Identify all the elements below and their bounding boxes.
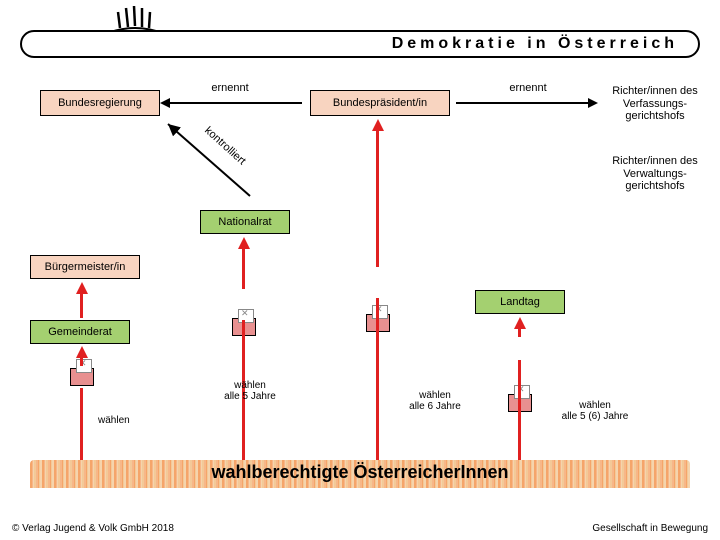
- arrowline-pg1: [80, 358, 83, 366]
- arrow-kontrolliert: [160, 116, 280, 206]
- footer-right: Gesellschaft in Bewegung: [592, 523, 708, 534]
- arrowline-pp1: [376, 131, 379, 267]
- label-waehlen5: wählen alle 5 Jahre: [205, 380, 295, 402]
- label-ernennt-right: ernennt: [498, 82, 558, 94]
- label-waehlen6: wählen alle 6 Jahre: [390, 390, 480, 412]
- arrow-ernennt-right-head: [588, 98, 598, 108]
- arrowhead-pl: [514, 317, 526, 329]
- label-ernennt-left: ernennt: [200, 82, 260, 94]
- arrowline-pn1: [242, 249, 245, 289]
- arrowline-pg2: [80, 388, 83, 460]
- arrowhead-gr-bm: [76, 282, 88, 294]
- text-vwgh: Richter/innen des Verwaltungs- gerichtsh…: [600, 155, 710, 193]
- arrowline-pp2: [376, 298, 379, 460]
- arrowhead-pn: [238, 237, 250, 249]
- node-buergermeister: Bürgermeister/in: [30, 255, 140, 279]
- arrowline-gr-bm: [80, 294, 83, 318]
- arrow-ernennt-right-line: [456, 102, 590, 104]
- label-waehlen56: wählen alle 5 (6) Jahre: [540, 400, 650, 422]
- title-bar: Demokratie in Österreich: [20, 30, 700, 58]
- node-nationalrat: Nationalrat: [200, 210, 290, 234]
- label-waehlen: wählen: [98, 415, 148, 426]
- footer-copyright: © Verlag Jugend & Volk GmbH 2018: [12, 523, 174, 534]
- page-title: Demokratie in Österreich: [392, 35, 678, 53]
- arrow-ernennt-left-head: [160, 98, 170, 108]
- arrowline-pl2: [518, 360, 521, 460]
- node-landtag: Landtag: [475, 290, 565, 314]
- node-bundespraesident: Bundespräsident/in: [310, 90, 450, 116]
- arrowhead-pp: [372, 119, 384, 131]
- text-vfgh: Richter/innen des Verfassungs- gerichtsh…: [600, 85, 710, 123]
- arrowline-pl1: [518, 329, 521, 337]
- arrowhead-pg: [76, 346, 88, 358]
- ballot-icon-1: [70, 368, 94, 386]
- node-gemeinderat: Gemeinderat: [30, 320, 130, 344]
- node-bundesregierung: Bundesregierung: [40, 90, 160, 116]
- eligible-voters-label: wahlberechtigte ÖsterreicherInnen: [30, 462, 690, 483]
- arrow-ernennt-left-line: [168, 102, 302, 104]
